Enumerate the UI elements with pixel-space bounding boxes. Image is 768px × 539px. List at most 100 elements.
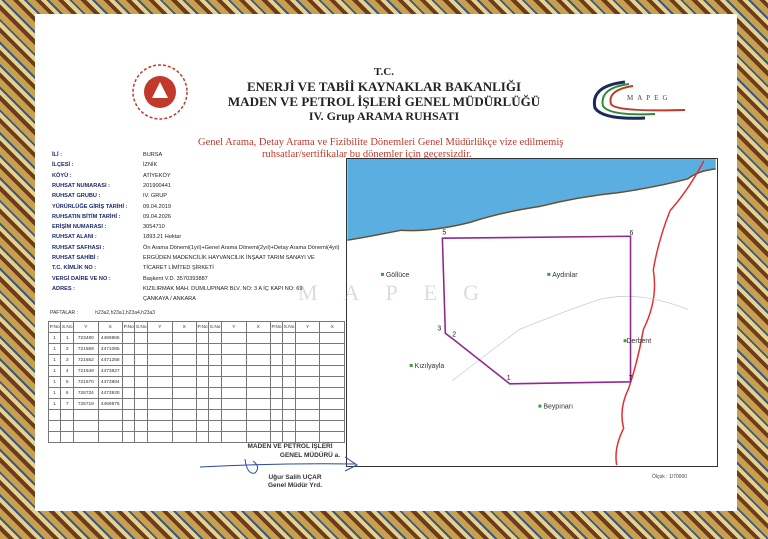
- table-cell: [269, 365, 284, 377]
- mapeg-logo-text: MAPEG: [627, 94, 672, 102]
- point-label: 5: [442, 229, 446, 236]
- table-cell: [208, 376, 223, 388]
- table-cell: [295, 431, 321, 443]
- table-cell: [319, 431, 345, 443]
- table-row: 1 2 721869 4471085: [47, 343, 345, 355]
- table-cell: [221, 420, 247, 432]
- table-cell: [282, 409, 297, 421]
- table-cell: [171, 365, 197, 377]
- info-value: 3054710: [143, 224, 165, 231]
- province-boundary: [615, 160, 705, 466]
- coastline: [347, 168, 716, 241]
- table-cell: [121, 332, 136, 344]
- point-label: 7: [629, 375, 633, 382]
- table-cell: [73, 420, 99, 432]
- table-cell: [60, 409, 75, 421]
- table-cell: [208, 398, 223, 410]
- table-cell: [282, 365, 297, 377]
- info-label: RUHSAT SAHİBİ :: [52, 255, 99, 261]
- paftalar-value: h23a2,h23a1,h23a4,h23a3: [95, 310, 156, 316]
- table-cell: [245, 398, 271, 410]
- info-value: IV. GRUP: [143, 193, 168, 200]
- table-cell: [245, 376, 271, 388]
- table-cell: [134, 409, 149, 421]
- place-label: Göllüce: [386, 272, 410, 279]
- column-header: X: [171, 321, 197, 333]
- table-cell: [245, 387, 271, 399]
- table-cell: [171, 354, 197, 366]
- point-label: 2: [452, 331, 456, 338]
- table-cell: [245, 332, 271, 344]
- column-header: Y: [221, 321, 247, 333]
- info-value: 09.04.2026: [143, 213, 171, 220]
- info-value: KIZILIRMAK MAH. DUMLUPINAR BLV. NO: 3 A …: [143, 285, 303, 292]
- page-title: IV. Grup ARAMA RUHSATI: [308, 109, 460, 123]
- paftalar: PAFTALAR : h23a2,h23a1,h23a4,h23a3: [50, 310, 155, 316]
- place-label: Kızılyayla: [415, 363, 445, 370]
- table-cell: 1: [47, 376, 62, 388]
- column-header: X: [319, 321, 345, 333]
- column-header: P.No: [269, 321, 284, 333]
- info-label: RUHSAT GRUBU :: [52, 193, 101, 200]
- table-cell: [319, 376, 345, 388]
- info-value: ATİYEKÖY: [143, 172, 171, 179]
- table-cell: [269, 420, 284, 432]
- table-cell: [245, 343, 271, 355]
- column-header: S.No: [134, 321, 149, 333]
- table-cell: [134, 365, 149, 377]
- table-cell: 1: [60, 332, 75, 344]
- info-value: BURSA: [143, 152, 163, 158]
- table-cell: [147, 420, 173, 432]
- header-tc: T.C.: [374, 66, 394, 78]
- table-cell: [195, 420, 210, 432]
- table-cell: 723480: [73, 332, 99, 344]
- table-cell: [269, 387, 284, 399]
- map-scale: Ölçek : 1/70000: [652, 474, 688, 480]
- table-row: 1 3 721652 4471258: [47, 354, 345, 366]
- table-cell: [171, 398, 197, 410]
- table-cell: [121, 409, 136, 421]
- table-cell: [147, 343, 173, 355]
- table-cell: [319, 354, 345, 366]
- table-cell: [171, 420, 197, 432]
- table-cell: [208, 409, 223, 421]
- table-cell: [221, 387, 247, 399]
- table-cell: [147, 354, 173, 366]
- table-cell: [245, 365, 271, 377]
- table-cell: [171, 332, 197, 344]
- table-cell: [295, 354, 321, 366]
- table-cell: 1: [47, 387, 62, 399]
- table-cell: [282, 332, 297, 344]
- table-cell: [147, 332, 173, 344]
- table-cell: 721869: [73, 343, 99, 355]
- table-cell: [269, 332, 284, 344]
- column-header: P.No: [121, 321, 136, 333]
- table-cell: [171, 376, 197, 388]
- table-cell: [195, 431, 210, 443]
- info-label: KÖYÜ :: [52, 172, 72, 179]
- info-label: RUHSAT SAFHASI :: [52, 244, 105, 251]
- info-label: YÜRÜRLÜĞE GİRİŞ TARİHİ :: [52, 203, 128, 210]
- table-cell: 4473884: [97, 376, 123, 388]
- table-cell: [195, 398, 210, 410]
- table-cell: [295, 387, 321, 399]
- table-cell: 4471085: [97, 343, 123, 355]
- column-header: X: [97, 321, 123, 333]
- table-cell: [171, 431, 197, 443]
- table-cell: [208, 387, 223, 399]
- table-cell: [134, 420, 149, 432]
- table-cell: [319, 365, 345, 377]
- table-cell: [195, 387, 210, 399]
- table-cell: [147, 398, 173, 410]
- table-cell: [208, 431, 223, 443]
- column-header: S.No: [60, 321, 75, 333]
- column-header: X: [245, 321, 271, 333]
- table-cell: [134, 332, 149, 344]
- info-label: İLÇESİ :: [52, 162, 74, 169]
- table-cell: [282, 354, 297, 366]
- table-cell: 3: [60, 354, 75, 366]
- table-cell: [121, 420, 136, 432]
- table-cell: [319, 387, 345, 399]
- table-cell: 721649: [73, 365, 99, 377]
- place-label: Aydınlar: [552, 272, 578, 279]
